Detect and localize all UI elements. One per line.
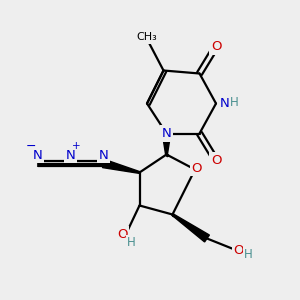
Text: H: H — [244, 248, 253, 261]
Text: N: N — [220, 97, 229, 110]
Text: −: − — [26, 140, 36, 153]
Text: N: N — [33, 148, 42, 162]
Text: H: H — [230, 95, 239, 109]
Polygon shape — [103, 159, 140, 173]
Polygon shape — [172, 214, 209, 242]
Text: H: H — [127, 236, 136, 249]
Text: O: O — [117, 227, 128, 241]
Text: N: N — [99, 148, 108, 162]
Text: N: N — [162, 127, 171, 140]
Text: O: O — [211, 40, 221, 53]
Text: CH₃: CH₃ — [136, 32, 158, 43]
Polygon shape — [162, 134, 171, 154]
Text: O: O — [233, 244, 244, 257]
Text: +: + — [72, 141, 80, 151]
Text: N: N — [66, 148, 75, 162]
Text: O: O — [191, 161, 202, 175]
Text: O: O — [211, 154, 221, 167]
